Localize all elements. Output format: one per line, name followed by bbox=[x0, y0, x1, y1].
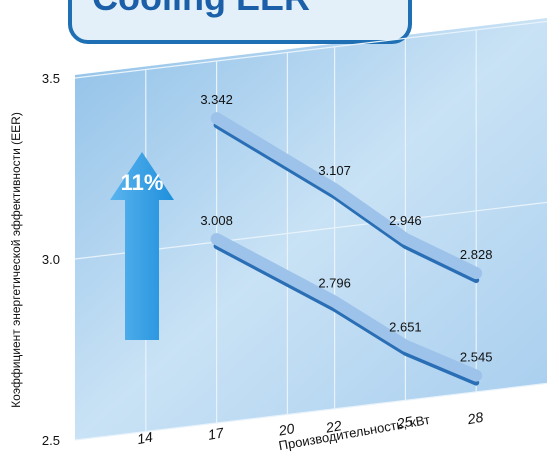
plot: 2.5 3.0 3.5 14 17 20 22 25 28 3.342 3.107 2.946 2.82… bbox=[42, 20, 547, 448]
data-label: 3.342 bbox=[200, 92, 233, 107]
data-label: 2.828 bbox=[460, 247, 493, 262]
arrow bbox=[110, 152, 174, 340]
data-label: 2.651 bbox=[389, 320, 422, 335]
y-tick-label: 2.5 bbox=[42, 433, 60, 448]
annotation: 11% bbox=[121, 170, 164, 195]
plot-panel bbox=[75, 18, 547, 440]
data-label: 2.796 bbox=[318, 276, 351, 291]
x-tick-label: 20 bbox=[276, 420, 295, 439]
y-axis-label: Коэффициент энергетической эффективности… bbox=[9, 112, 23, 408]
x-axis-label: Производительность, кВт bbox=[277, 412, 431, 453]
line bbox=[210, 233, 483, 382]
grid-line bbox=[74, 20, 547, 79]
data-label: 2.545 bbox=[460, 350, 493, 365]
title-box bbox=[68, 0, 412, 44]
x-tick-label: 22 bbox=[324, 417, 343, 436]
y-tick-label: 3.5 bbox=[42, 71, 60, 86]
x-tick-label: 28 bbox=[465, 409, 484, 428]
grid-line bbox=[74, 382, 547, 441]
x-tick-label: 17 bbox=[207, 424, 226, 443]
data-label: 2.946 bbox=[389, 213, 422, 228]
x-tick-label: 25 bbox=[394, 413, 413, 432]
data-label: 3.008 bbox=[200, 213, 233, 228]
x-tick-label: 14 bbox=[136, 429, 154, 447]
chart-title: Cooling EER bbox=[92, 0, 310, 18]
y-tick-label: 3.0 bbox=[42, 252, 60, 267]
line bbox=[210, 112, 483, 280]
data-label: 3.107 bbox=[318, 163, 351, 178]
